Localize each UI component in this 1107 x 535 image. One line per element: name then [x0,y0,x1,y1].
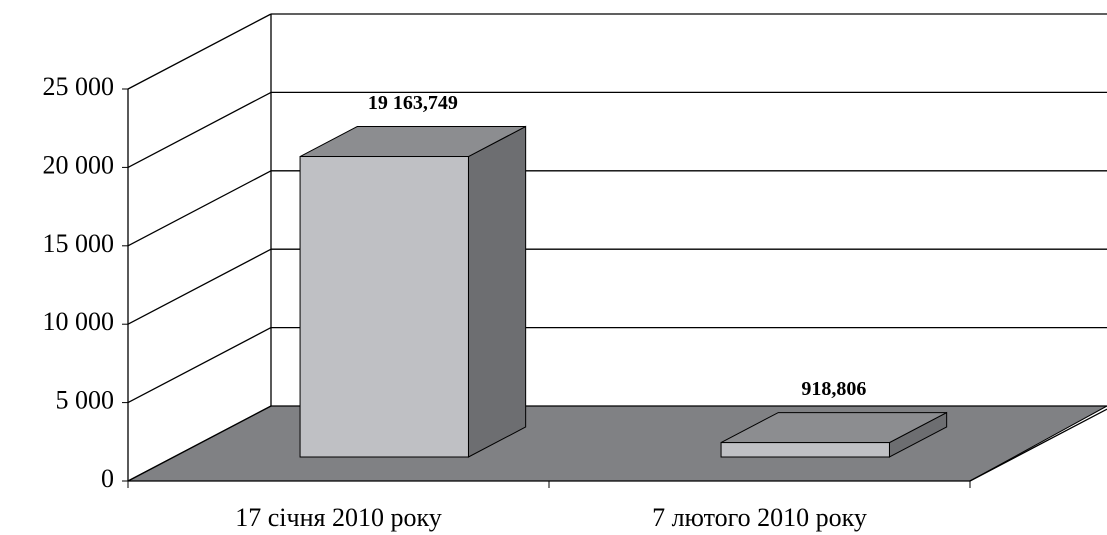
x-tick-label: 7 лютого 2010 року [652,503,867,532]
bar [720,442,890,458]
y-tick-label: 0 [101,464,114,493]
y-tick-label: 10 000 [43,307,115,336]
grid-line [127,170,272,247]
grid-line [127,91,272,168]
value-label: 918,806 [801,378,866,400]
bar [299,156,469,458]
y-tick-label: 5 000 [56,386,115,415]
grid-line [127,405,272,482]
grid-line [127,327,272,404]
floor-edge [969,408,1107,482]
x-tick-label: 17 січня 2010 року [235,503,441,532]
value-label: 19 163,749 [368,92,458,114]
y-tick-label: 15 000 [43,229,115,258]
grid-line [127,13,272,90]
y-tick-label: 20 000 [43,150,115,179]
grid-line [127,248,272,325]
floor [127,405,1107,482]
bar-side [467,125,527,458]
y-tick-label: 25 000 [43,72,115,101]
